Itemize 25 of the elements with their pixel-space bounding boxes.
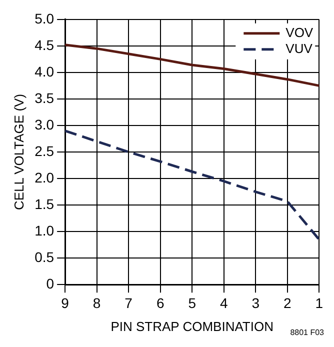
x-axis-title: PIN STRAP COMBINATION	[110, 318, 274, 334]
y-tick-label: 0	[46, 275, 54, 292]
y-tick-label: 5.0	[34, 10, 54, 26]
legend-label: VUV	[286, 40, 313, 56]
x-tick-label: 5	[188, 294, 196, 311]
x-tick-label: 7	[124, 294, 133, 311]
y-axis-title: CELL VOLTAGE (V)	[11, 94, 26, 210]
x-tick-label: 9	[61, 294, 70, 311]
y-tick-label: 4.0	[34, 63, 54, 80]
y-tick-label: 1.0	[34, 222, 54, 238]
x-tick-label: 3	[252, 294, 260, 311]
y-tick-label: 1.5	[34, 196, 54, 212]
x-tick-label: 8	[92, 294, 101, 311]
y-tick-label: 2.5	[34, 142, 54, 159]
y-tick-label: 3.0	[34, 116, 54, 132]
y-tick-label: 4.5	[34, 36, 54, 53]
y-tick-label: 0.5	[34, 248, 54, 265]
x-tick-label: 2	[283, 294, 292, 311]
x-tick-label: 1	[315, 294, 324, 311]
y-tick-label: 2.0	[34, 169, 54, 186]
x-tick-label: 4	[220, 294, 228, 311]
x-tick-label: 6	[156, 294, 164, 311]
y-tick-label: 3.5	[34, 90, 54, 106]
legend-label: VOV	[286, 24, 314, 40]
text: 8801 F03	[290, 328, 325, 338]
